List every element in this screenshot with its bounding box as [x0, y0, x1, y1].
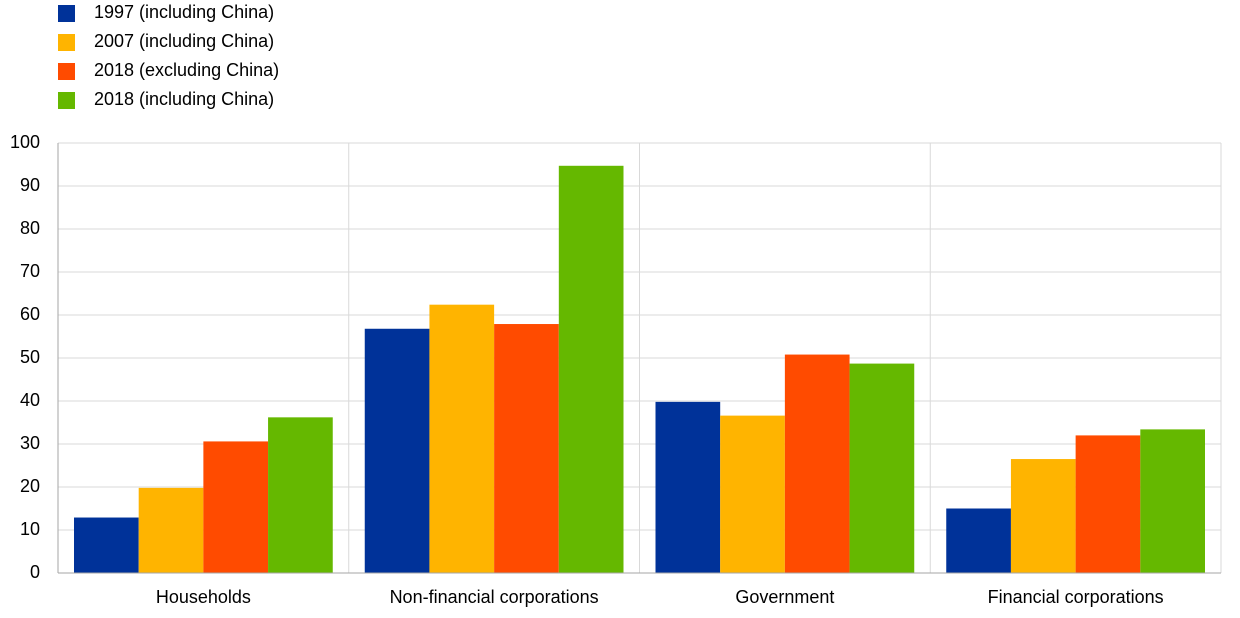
legend-label: 2018 (excluding China) — [94, 60, 279, 80]
bar — [429, 304, 495, 573]
bar — [268, 417, 333, 573]
legend-label: 2007 (including China) — [94, 31, 274, 51]
bar — [1010, 459, 1076, 573]
legend-swatch — [58, 63, 75, 80]
bar — [784, 354, 850, 573]
x-tick-label: Households — [156, 587, 251, 607]
bar — [720, 415, 785, 573]
bar — [655, 401, 721, 573]
bar — [849, 363, 915, 573]
y-tick-label: 20 — [20, 476, 40, 496]
bar — [946, 508, 1011, 573]
y-tick-label: 70 — [20, 261, 40, 281]
x-tick-label: Government — [735, 587, 834, 607]
y-tick-label: 40 — [20, 390, 40, 410]
legend-swatch — [58, 34, 75, 51]
y-tick-label: 60 — [20, 304, 40, 324]
y-tick-label: 0 — [30, 562, 40, 582]
bar — [1075, 435, 1141, 573]
legend-label: 2018 (including China) — [94, 89, 274, 109]
bar — [1140, 429, 1205, 573]
bar — [203, 441, 269, 573]
y-tick-label: 100 — [10, 132, 40, 152]
bar — [74, 517, 139, 573]
y-tick-label: 30 — [20, 433, 40, 453]
y-tick-label: 90 — [20, 175, 40, 195]
bar — [494, 324, 559, 573]
legend-swatch — [58, 92, 75, 109]
y-tick-label: 80 — [20, 218, 40, 238]
y-tick-label: 50 — [20, 347, 40, 367]
bar — [138, 487, 204, 573]
x-tick-label: Non-financial corporations — [390, 587, 599, 607]
y-tick-label: 10 — [20, 519, 40, 539]
bar — [558, 165, 624, 574]
x-tick-label: Financial corporations — [988, 587, 1164, 607]
legend-label: 1997 (including China) — [94, 2, 274, 22]
bar — [364, 328, 430, 573]
legend-swatch — [58, 5, 75, 22]
